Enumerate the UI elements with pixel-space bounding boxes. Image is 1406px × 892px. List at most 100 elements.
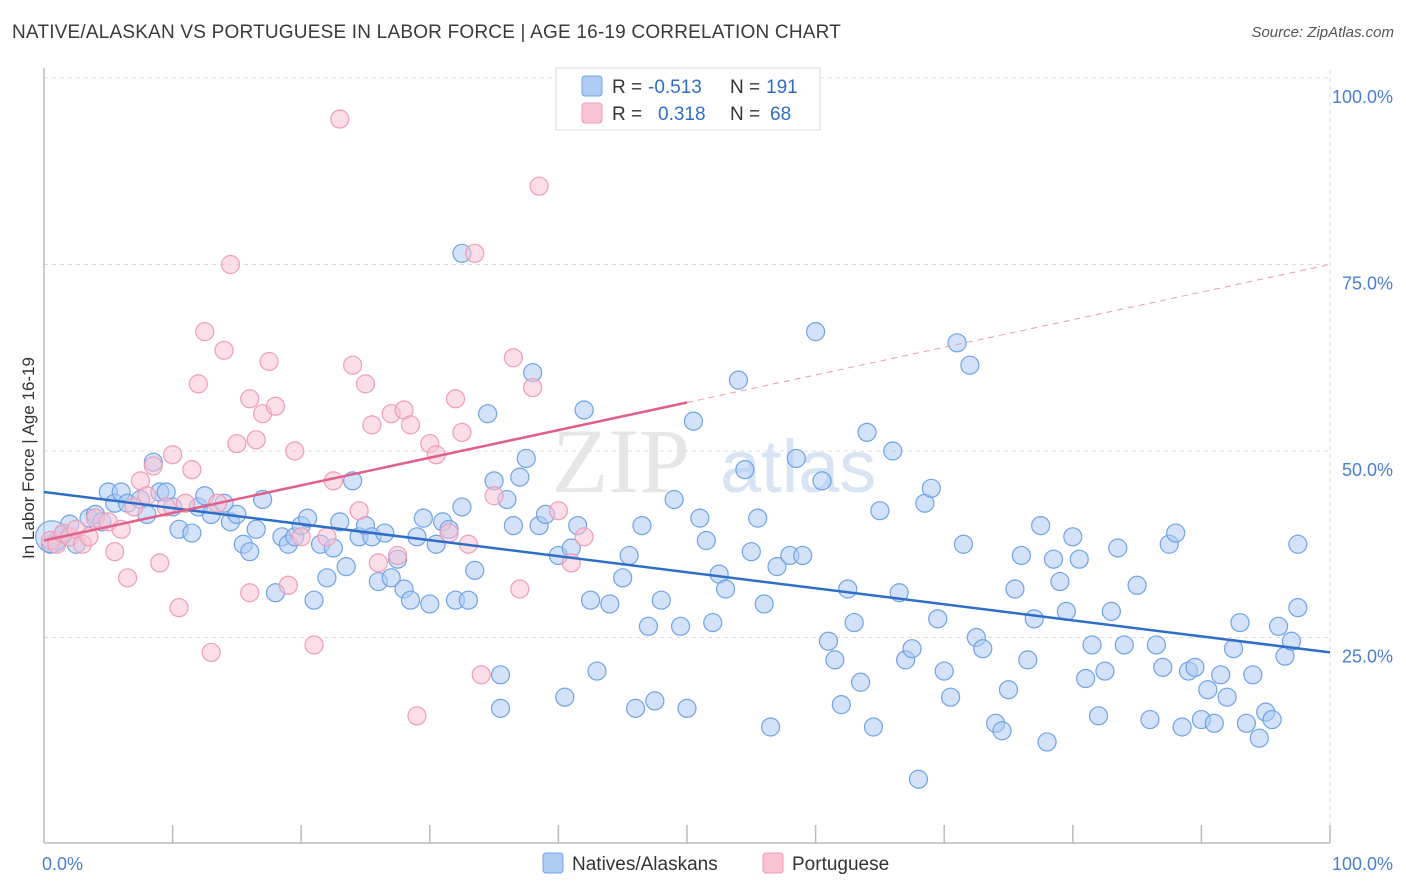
natives-point xyxy=(458,590,478,610)
trend-lines xyxy=(43,264,1331,654)
legend-n-value-natives: 191 xyxy=(766,77,798,98)
portuguese-point xyxy=(484,486,504,506)
natives-point xyxy=(1153,657,1173,677)
natives-point xyxy=(638,616,659,636)
natives-point xyxy=(1262,709,1282,730)
portuguese-point xyxy=(169,598,189,618)
portuguese-point xyxy=(163,445,183,465)
portuguese-point xyxy=(523,377,543,398)
portuguese-point xyxy=(220,254,241,275)
portuguese-point xyxy=(304,635,324,655)
portuguese-point xyxy=(265,396,286,416)
portuguese-point xyxy=(503,348,523,368)
natives-point xyxy=(1011,545,1031,566)
source-credit: Source: ZipAtlas.com xyxy=(1251,24,1394,41)
natives-point xyxy=(587,661,607,681)
natives-point xyxy=(400,590,421,610)
portuguese-point xyxy=(400,415,421,435)
portuguese-point xyxy=(105,542,125,562)
portuguese-point xyxy=(529,176,549,196)
natives-point xyxy=(516,448,536,469)
portuguese-point xyxy=(182,460,202,480)
portuguese-point xyxy=(291,527,311,547)
natives-point xyxy=(921,478,941,498)
natives-point xyxy=(715,579,736,599)
legend-n-value-portuguese: 68 xyxy=(770,104,791,125)
natives-point xyxy=(1236,713,1257,733)
portuguese-point xyxy=(240,583,260,603)
portuguese-point xyxy=(362,415,382,435)
portuguese-point xyxy=(407,706,427,726)
natives-point xyxy=(574,400,594,420)
natives-point xyxy=(1211,665,1231,685)
portuguese-point xyxy=(278,575,298,595)
portuguese-point xyxy=(214,340,234,360)
bottom-legend-swatch-portuguese xyxy=(762,852,784,874)
natives-point xyxy=(240,542,260,562)
natives-point xyxy=(825,650,845,670)
natives-point xyxy=(883,441,903,461)
natives-point xyxy=(1082,635,1102,655)
natives-point xyxy=(580,590,601,610)
portuguese-point xyxy=(188,374,208,394)
axes xyxy=(43,68,1331,844)
portuguese-point xyxy=(465,243,485,263)
portuguese-point xyxy=(175,493,196,513)
natives-point xyxy=(1204,713,1224,733)
natives-point xyxy=(1018,650,1038,670)
tick-labels: 25.0% 50.0% 75.0% 100.0% 0.0% 100.0% xyxy=(42,87,1393,874)
natives-point xyxy=(1172,717,1192,737)
legend-n-label-portuguese: N = xyxy=(730,104,760,125)
natives-point xyxy=(953,534,974,554)
natives-point xyxy=(735,460,755,480)
natives-point xyxy=(1185,657,1205,677)
natives-point xyxy=(1230,612,1250,633)
natives-point xyxy=(786,448,806,469)
natives-point xyxy=(1140,709,1160,730)
natives-point xyxy=(812,471,832,491)
natives-point xyxy=(632,515,652,536)
portuguese-trend-line xyxy=(43,401,688,542)
legend-r-value-portuguese: 0.318 xyxy=(658,104,706,125)
natives-point xyxy=(613,568,633,588)
natives-point xyxy=(317,568,337,588)
portuguese-point xyxy=(201,642,221,663)
natives-point xyxy=(1114,635,1134,655)
natives-point xyxy=(851,672,871,692)
natives-point xyxy=(741,542,761,562)
natives-point xyxy=(844,612,864,633)
natives-point xyxy=(1268,616,1289,636)
bottom-legend-label-portuguese: Portuguese xyxy=(792,854,889,875)
portuguese-point xyxy=(259,351,279,372)
portuguese-point xyxy=(439,523,459,543)
natives-point xyxy=(490,665,511,685)
natives-point xyxy=(298,508,318,528)
bottom-legend-swatch-natives xyxy=(542,852,564,874)
bottom-legend: Natives/Alaskans Portuguese xyxy=(542,852,889,875)
natives-point xyxy=(748,508,768,528)
natives-point xyxy=(973,639,993,659)
legend-swatch-portuguese xyxy=(581,102,603,124)
natives-point xyxy=(1024,609,1044,629)
natives-point xyxy=(934,661,954,681)
portuguese-point xyxy=(246,430,266,450)
natives-point xyxy=(304,590,324,610)
portuguese-point xyxy=(388,545,408,566)
natives-point xyxy=(838,579,858,599)
natives-point xyxy=(1108,538,1128,558)
natives-point xyxy=(452,497,472,517)
portuguese-points xyxy=(40,109,594,726)
portuguese-point xyxy=(574,527,594,547)
natives-point xyxy=(1005,579,1025,599)
natives-point xyxy=(857,422,877,442)
natives-point xyxy=(330,512,350,532)
y-tick-label: 75.0% xyxy=(1342,274,1393,294)
natives-point xyxy=(1249,728,1269,748)
natives-point xyxy=(246,519,266,539)
portuguese-point xyxy=(452,422,472,442)
natives-point xyxy=(619,545,639,566)
portuguese-point xyxy=(240,389,260,409)
natives-point xyxy=(1127,575,1147,595)
natives-points xyxy=(35,243,1308,789)
